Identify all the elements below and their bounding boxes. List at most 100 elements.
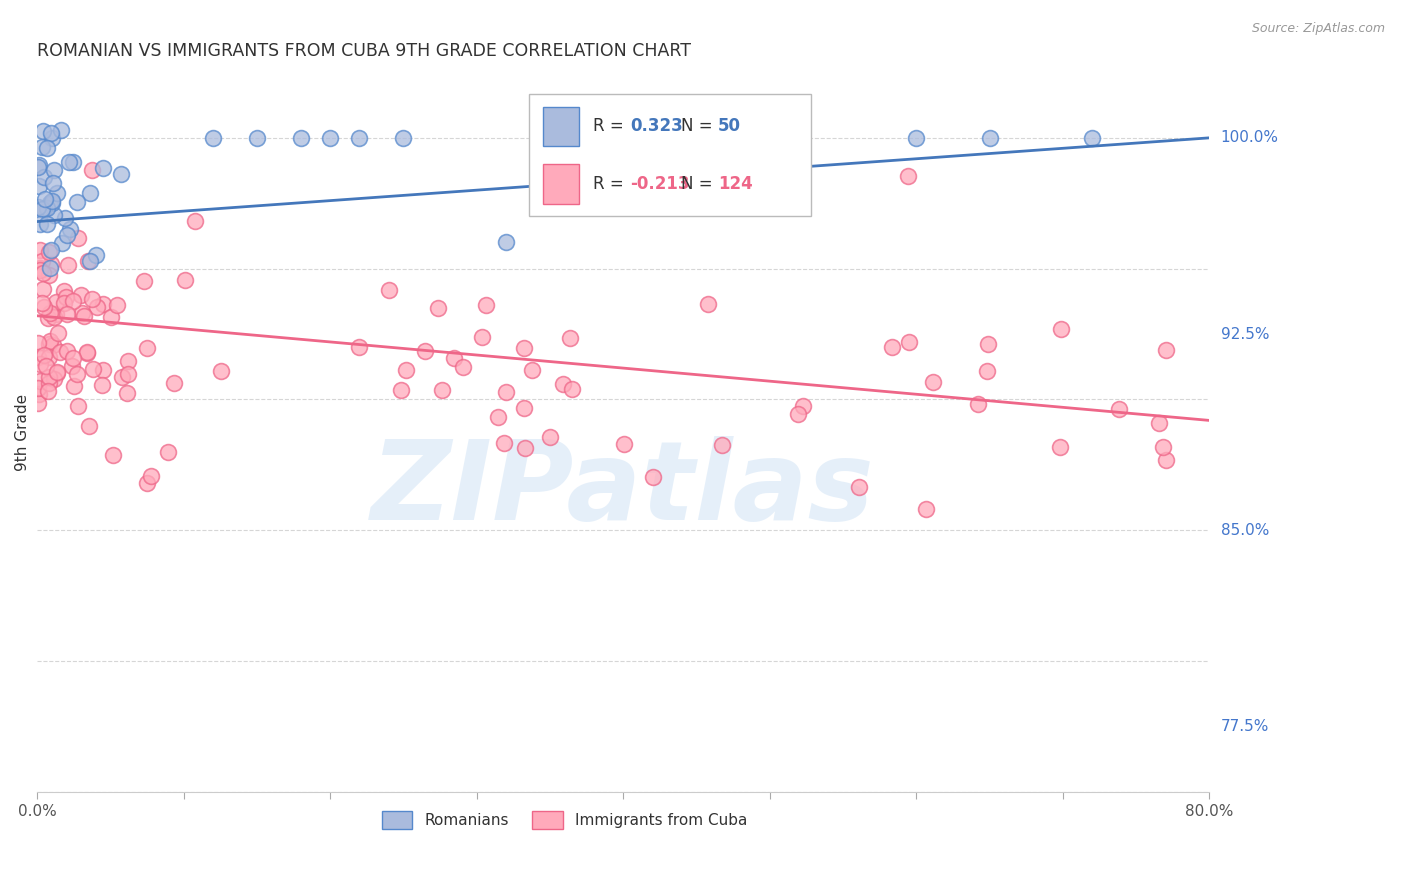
Point [38, 196, 60, 211]
Point [184, 213, 207, 227]
Point [27, 395, 49, 409]
Point [1156, 343, 1178, 358]
Point [976, 364, 998, 378]
Text: Source: ZipAtlas.com: Source: ZipAtlas.com [1251, 22, 1385, 36]
Point [495, 235, 517, 250]
Point [246, 131, 269, 145]
Point [31, 124, 53, 138]
Point [156, 444, 179, 458]
Point [84, 248, 107, 262]
Point [426, 301, 449, 315]
Point [38, 268, 60, 283]
Point [30, 217, 52, 231]
Point [201, 131, 224, 145]
Point [34, 170, 56, 185]
Point [80, 162, 103, 177]
Point [494, 435, 516, 450]
Point [136, 341, 159, 355]
Point [73, 309, 96, 323]
Point [967, 397, 990, 411]
Point [91, 161, 114, 176]
Point [86, 300, 108, 314]
Point [42, 208, 65, 222]
Point [60, 359, 83, 374]
Point [91, 297, 114, 311]
Point [977, 337, 1000, 351]
FancyBboxPatch shape [530, 94, 811, 217]
Point [141, 468, 163, 483]
Point [51, 235, 73, 250]
Point [49, 344, 72, 359]
Point [392, 131, 415, 145]
Point [117, 354, 139, 368]
Point [848, 480, 870, 494]
Point [515, 441, 537, 455]
Point [697, 297, 720, 311]
Point [42, 177, 65, 191]
Point [46, 366, 69, 380]
Point [32, 266, 55, 280]
Point [38, 306, 60, 320]
Point [38, 244, 60, 259]
Point [475, 298, 498, 312]
Point [27, 387, 49, 401]
Point [882, 341, 904, 355]
Text: 85.0%: 85.0% [1220, 523, 1268, 538]
Point [31, 254, 53, 268]
Point [66, 399, 89, 413]
Point [1081, 131, 1104, 145]
Point [52, 284, 75, 298]
Y-axis label: 9th Grade: 9th Grade [15, 393, 30, 471]
Point [55, 290, 77, 304]
Point [44, 163, 66, 178]
Text: 100.0%: 100.0% [1220, 130, 1278, 145]
Point [46, 186, 69, 201]
Point [1050, 322, 1073, 336]
Point [56, 307, 79, 321]
Point [520, 363, 543, 377]
Point [32, 282, 55, 296]
Point [1147, 416, 1170, 430]
Point [897, 334, 920, 349]
Point [37, 201, 59, 215]
Text: R =: R = [593, 175, 628, 193]
Text: 124: 124 [718, 175, 752, 193]
Point [430, 383, 453, 397]
Point [58, 155, 80, 169]
Bar [544, 164, 579, 203]
Point [1049, 441, 1071, 455]
Point [209, 364, 232, 378]
Point [76, 345, 98, 359]
Point [27, 381, 49, 395]
Point [103, 448, 125, 462]
Legend: Romanians, Immigrants from Cuba: Romanians, Immigrants from Cuba [375, 805, 754, 835]
Text: ZIPatlas: ZIPatlas [371, 436, 875, 543]
Text: -0.213: -0.213 [630, 175, 690, 193]
Point [117, 386, 139, 401]
Point [27, 336, 49, 351]
Point [921, 375, 943, 389]
Point [443, 351, 465, 365]
Point [39, 243, 62, 257]
Point [513, 401, 536, 415]
Point [45, 307, 67, 321]
Point [27, 350, 49, 364]
Point [79, 186, 101, 201]
Point [46, 326, 69, 340]
Point [28, 243, 51, 257]
Point [32, 300, 55, 314]
Point [35, 359, 58, 373]
Text: N =: N = [681, 118, 717, 136]
Point [551, 376, 574, 391]
Point [77, 253, 100, 268]
Text: R =: R = [593, 118, 628, 136]
Point [41, 195, 63, 210]
Point [39, 126, 62, 140]
Point [613, 437, 636, 451]
Point [30, 262, 52, 277]
Point [395, 362, 418, 376]
Point [174, 273, 197, 287]
Point [710, 438, 733, 452]
Text: 92.5%: 92.5% [1220, 326, 1270, 342]
Point [70, 306, 93, 320]
